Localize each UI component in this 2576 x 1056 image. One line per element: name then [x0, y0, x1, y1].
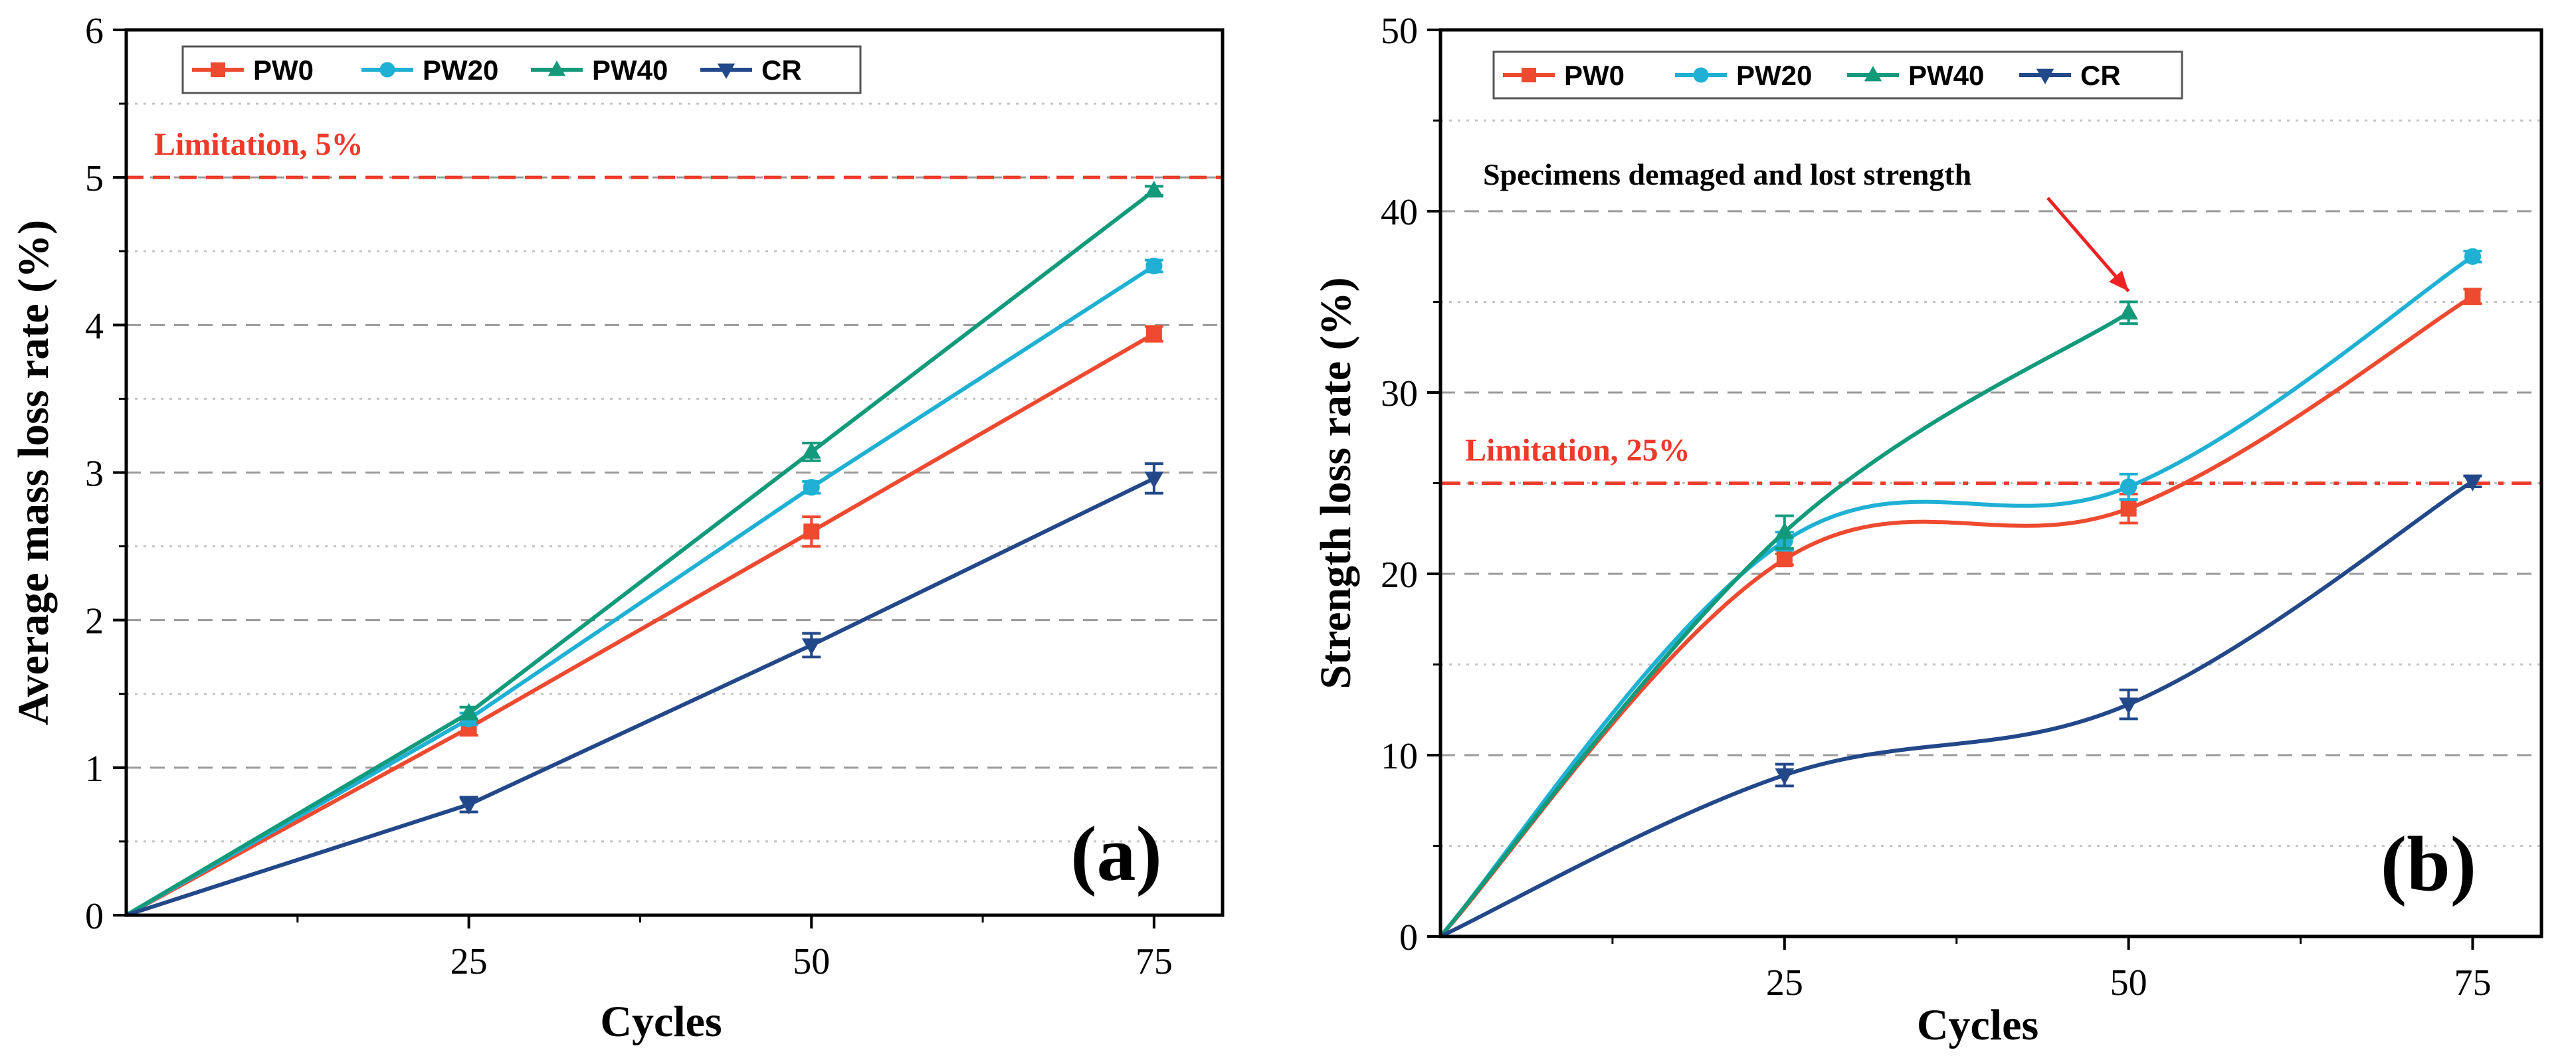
legend: PW0 PW20 PW40 CR	[181, 45, 862, 94]
annotation-text: Specimens demaged and lost strength	[1483, 157, 1971, 191]
series-cr	[1439, 474, 2482, 938]
y-tick-label: 2	[85, 601, 104, 642]
legend-marker	[379, 62, 395, 78]
data-point-pw40	[2119, 302, 2139, 320]
series-pw0	[1438, 288, 2482, 938]
limitation-label: Limitation, 25%	[1465, 433, 1690, 468]
series-line-cr	[1439, 480, 2474, 938]
legend-item-pw20: PW20	[361, 54, 498, 86]
y-tick-label: 10	[1381, 736, 1418, 777]
series-line-pw40	[125, 189, 1155, 917]
chart-panel-a: Limitation, 5% 25 50 75 0 1 2 3 4 5 6 Cycles Average…	[9, 11, 1225, 1046]
y-axis-title: Strength loss rate (%)	[1312, 277, 1360, 689]
data-point-pw20	[2120, 478, 2137, 495]
x-axis-title: Cycles	[1917, 1001, 2038, 1049]
data-point-pw40	[1144, 181, 1164, 198]
legend-marker	[717, 63, 736, 79]
y-tick-label: 4	[85, 306, 104, 347]
data-point-cr	[801, 638, 821, 656]
data-point-cr	[2463, 474, 2482, 491]
series-pw40	[125, 181, 1164, 917]
gridlines	[126, 102, 1223, 843]
series-line-pw20	[125, 264, 1155, 917]
legend-label: PW0	[253, 54, 314, 86]
legend: PW0 PW20 PW40 CR	[1492, 50, 2183, 100]
series-line-pw40	[1438, 311, 2130, 938]
series-line-cr	[126, 476, 1155, 917]
data-point-pw0	[2120, 500, 2137, 517]
y-tick-label: 30	[1381, 373, 1418, 414]
legend-marker	[211, 62, 225, 77]
data-point-pw0	[2464, 288, 2481, 305]
x-tick-label: 50	[793, 941, 830, 982]
legend-marker	[2036, 68, 2054, 84]
data-point-pw0	[803, 523, 820, 540]
data-point-pw20	[2464, 248, 2482, 265]
legend-marker	[1693, 67, 1709, 83]
data-point-pw40	[1775, 522, 1795, 539]
legend-label: PW20	[423, 54, 498, 86]
y-tick-label: 6	[85, 11, 104, 52]
series-cr	[126, 462, 1164, 917]
legend-item-pw40: PW40	[1847, 60, 1984, 91]
annotation-arrow	[2046, 197, 2130, 293]
x-tick-label: 25	[450, 941, 488, 982]
plot-frame	[124, 28, 1225, 917]
y-tick-label: 0	[85, 896, 104, 937]
data-point-cr	[459, 798, 479, 815]
data-point-cr	[2119, 697, 2139, 715]
data-point-cr	[1144, 472, 1164, 489]
y-tick-label: 0	[1399, 917, 1418, 958]
chart-panel-b: Limitation, 25% 25 50 75 0 10 20 30 40 50 Cycles St…	[1312, 11, 2543, 1049]
legend-label: CR	[2080, 60, 2121, 91]
data-point-pw40	[459, 703, 479, 720]
x-tick-label: 50	[2110, 962, 2147, 1004]
y-tick-label: 5	[85, 158, 104, 199]
series-line-pw20	[1438, 254, 2474, 938]
x-tick-label: 25	[1766, 962, 1803, 1004]
legend-label: PW0	[1564, 60, 1625, 91]
legend-item-cr: CR	[700, 54, 802, 86]
legend-marker	[1522, 68, 1536, 82]
x-tick-label: 75	[2454, 962, 2491, 1004]
series-pw20	[125, 257, 1163, 917]
data-point-pw20	[1145, 257, 1163, 275]
limitation-label: Limitation, 5%	[154, 127, 363, 162]
y-tick-label: 20	[1381, 555, 1418, 596]
y-tick-label: 40	[1381, 192, 1418, 233]
annotation-arrowhead	[2109, 270, 2129, 292]
y-axis-title: Average mass loss rate (%)	[9, 220, 58, 725]
legend-marker	[547, 60, 566, 76]
y-tick-label: 3	[85, 454, 104, 495]
data-point-pw40	[801, 442, 821, 459]
series-pw40	[1438, 300, 2139, 938]
y-tick-label: 50	[1381, 11, 1418, 52]
series-pw0	[125, 325, 1163, 917]
series-line-pw0	[125, 332, 1155, 917]
data-point-cr	[1775, 768, 1795, 786]
legend-label: PW40	[592, 54, 668, 86]
legend-label: CR	[761, 54, 802, 86]
legend-label: PW40	[1908, 60, 1984, 91]
data-point-pw20	[803, 479, 820, 496]
panel-label: (b)	[2381, 820, 2476, 907]
series-pw20	[1438, 248, 2482, 938]
panel-label: (a)	[1070, 810, 1162, 897]
legend-label: PW20	[1736, 60, 1812, 91]
legend-item-cr: CR	[2019, 60, 2121, 91]
data-point-pw0	[1145, 325, 1162, 342]
data-point-pw0	[1776, 551, 1793, 568]
x-axis-title: Cycles	[600, 998, 722, 1046]
legend-marker	[1864, 66, 1882, 82]
legend-item-pw40: PW40	[531, 54, 668, 86]
legend-item-pw0: PW0	[1503, 60, 1625, 91]
x-tick-label: 75	[1136, 941, 1173, 982]
legend-item-pw0: PW0	[192, 54, 314, 86]
legend-item-pw20: PW20	[1675, 60, 1812, 91]
y-tick-label: 1	[85, 748, 104, 790]
